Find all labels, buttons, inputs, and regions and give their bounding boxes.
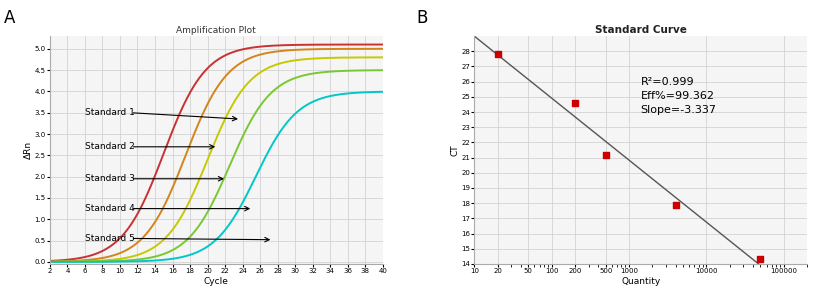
Text: R²=0.999
Eff%=99.362
Slope=-3.337: R²=0.999 Eff%=99.362 Slope=-3.337 xyxy=(641,77,716,115)
Text: Standard 5: Standard 5 xyxy=(85,234,135,243)
Text: B: B xyxy=(416,9,428,27)
Title: Amplification Plot: Amplification Plot xyxy=(176,26,256,35)
Point xyxy=(754,256,767,261)
Text: A: A xyxy=(4,9,16,27)
X-axis label: Cycle: Cycle xyxy=(204,277,229,286)
Y-axis label: CT: CT xyxy=(451,144,460,156)
Title: Standard Curve: Standard Curve xyxy=(595,25,686,35)
Text: Standard 3: Standard 3 xyxy=(85,174,135,183)
Text: Standard 4: Standard 4 xyxy=(85,204,135,213)
X-axis label: Quantity: Quantity xyxy=(621,277,661,286)
Point xyxy=(491,52,504,57)
Point xyxy=(599,152,612,157)
Point xyxy=(568,100,582,105)
Point xyxy=(669,203,682,208)
Text: Standard 2: Standard 2 xyxy=(85,142,135,151)
Text: Standard 1: Standard 1 xyxy=(85,108,135,117)
Y-axis label: ΔRn: ΔRn xyxy=(24,141,33,159)
